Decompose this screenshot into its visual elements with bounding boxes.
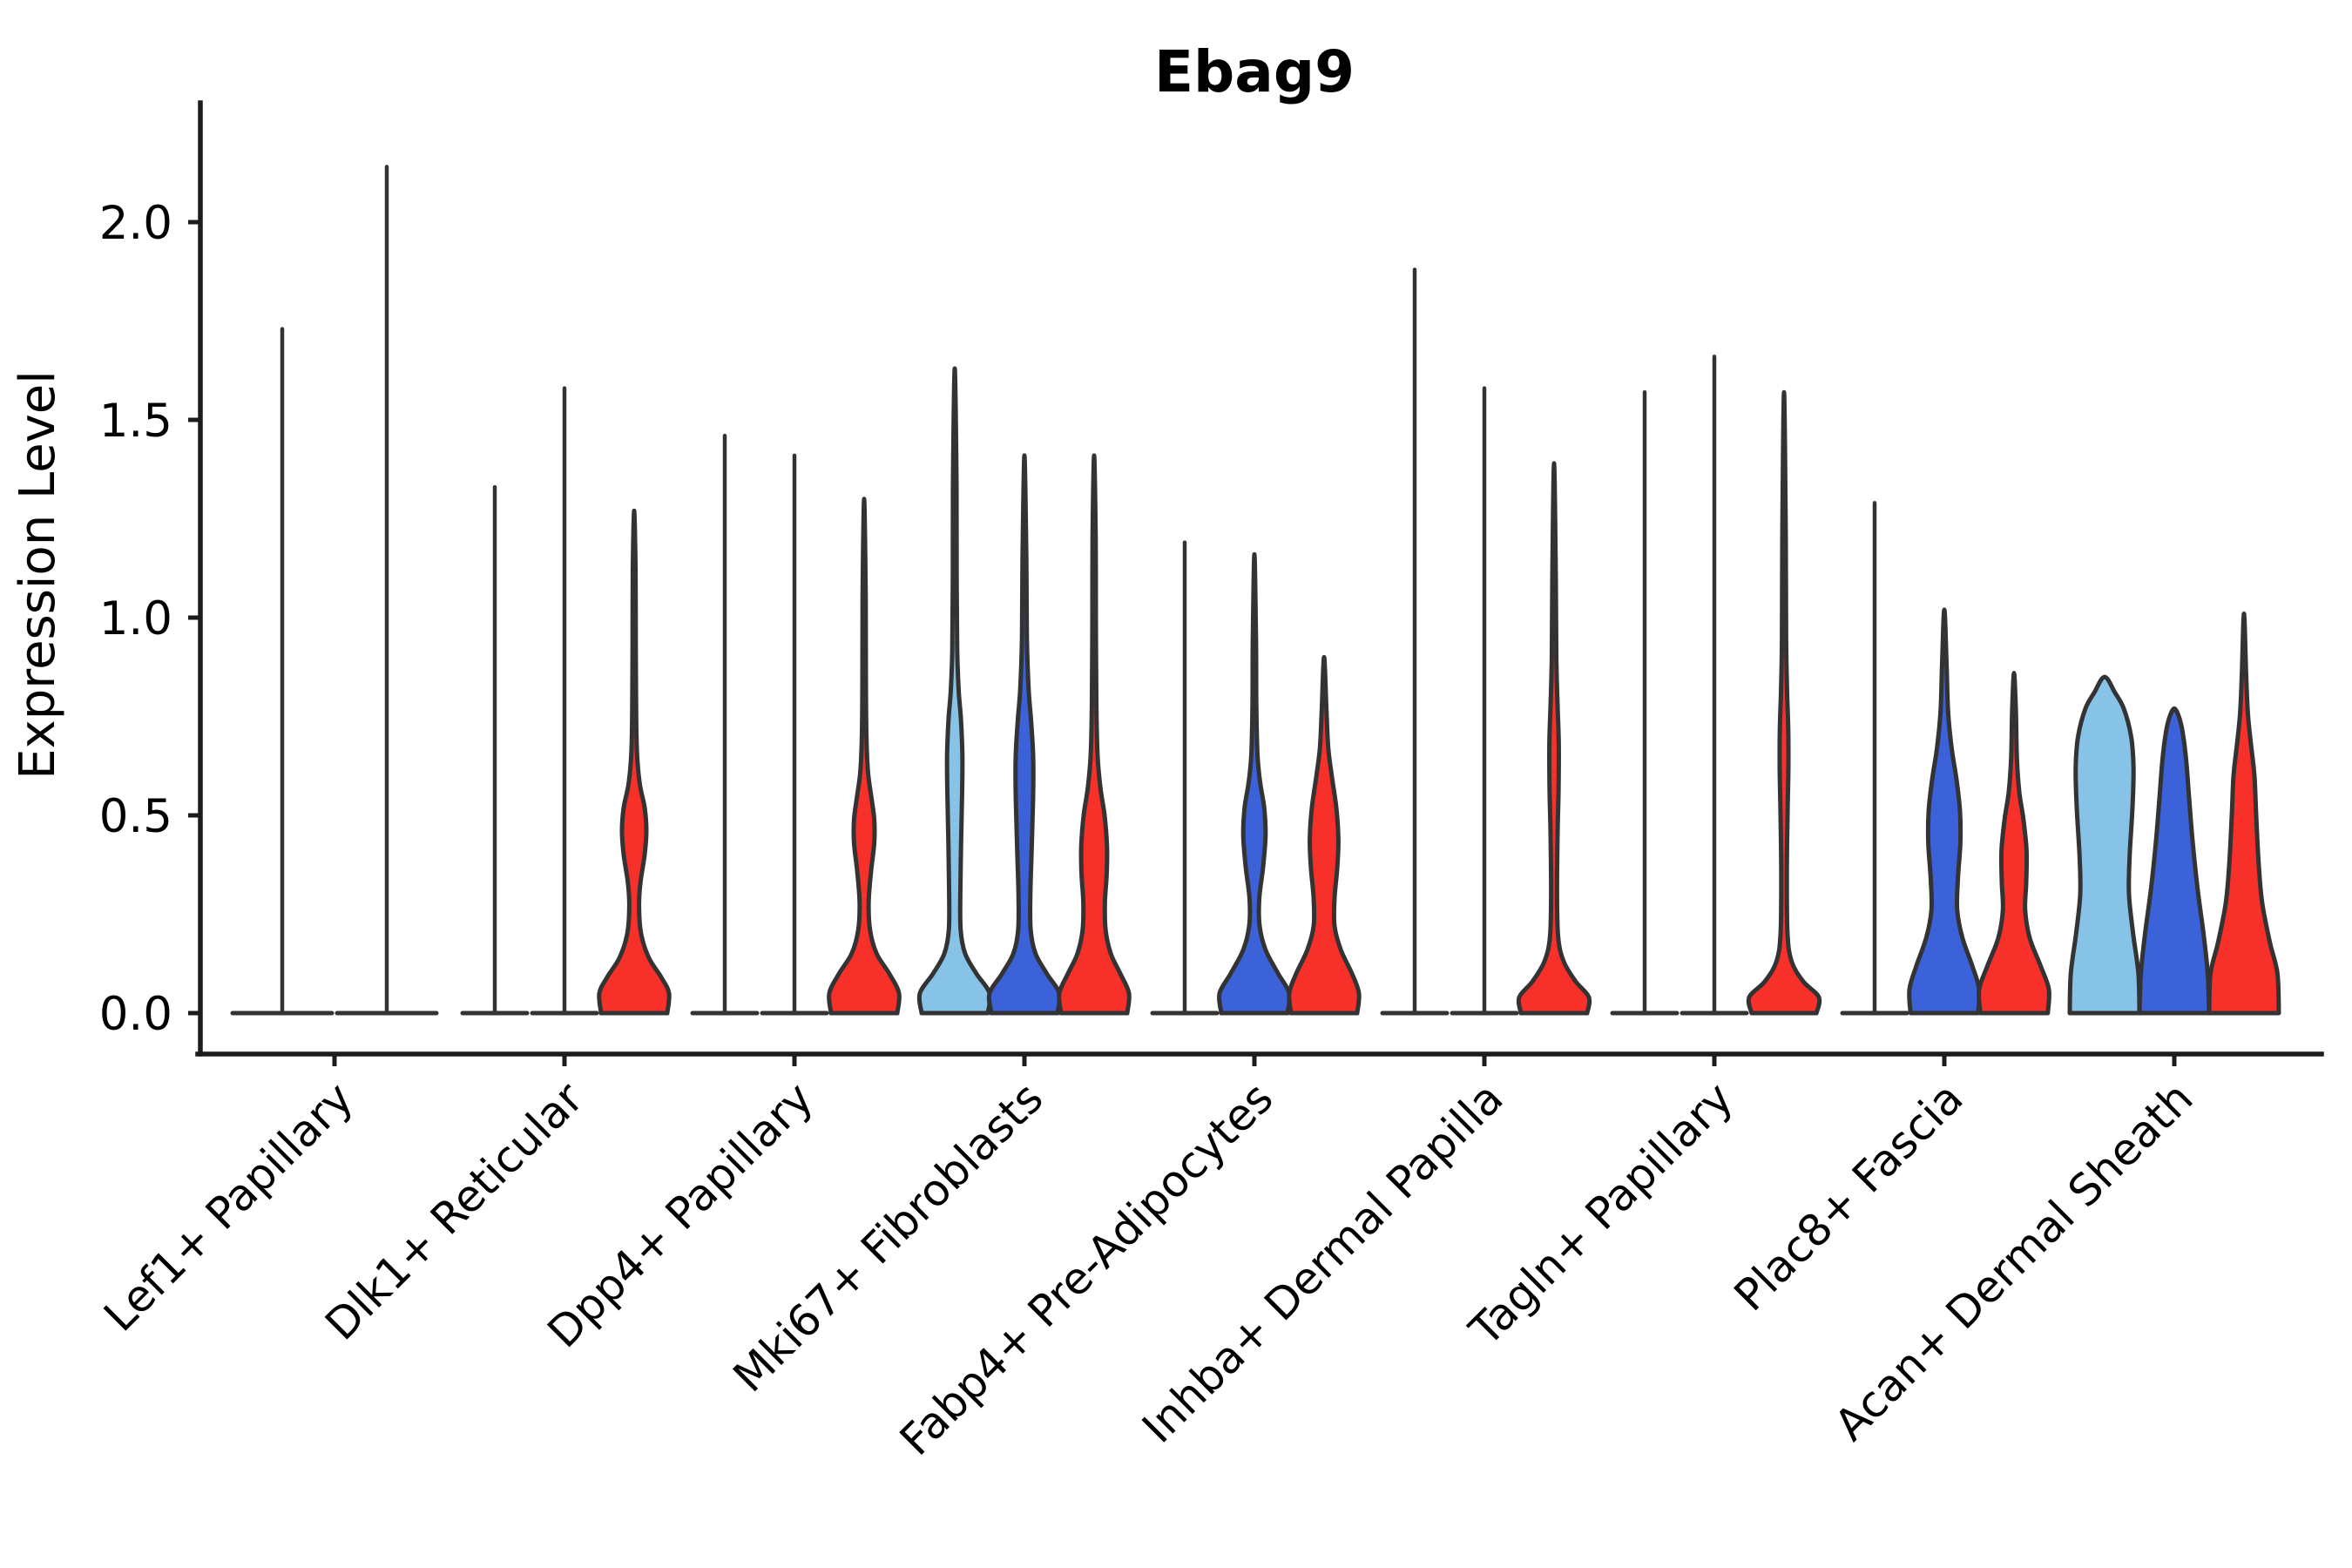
- violin-acan-dermal-sheath-3: [2207, 612, 2281, 1016]
- violin-mki67-fibroblasts-2: [986, 453, 1063, 1016]
- violins-layer: [230, 165, 2281, 1016]
- violin-fabp4-pre-adipocytes-3: [1287, 654, 1362, 1016]
- violin-acan-dermal-sheath-1: [2067, 674, 2142, 1016]
- violin-dlk1-reticular-3: [597, 508, 672, 1016]
- y-tick-label-2.0: 2.0: [99, 197, 172, 250]
- violin-dpp4-papillary-3: [827, 497, 902, 1016]
- violin-tagln-papillary-3: [1746, 389, 1822, 1016]
- violin-mki67-fibroblasts-3: [1057, 453, 1132, 1016]
- violin-plac8-fascia-3: [1977, 671, 2051, 1016]
- y-tick-label-1.5: 1.5: [99, 395, 172, 448]
- violin-plac8-fascia-2: [1907, 607, 1982, 1016]
- y-tick-label-0.0: 0.0: [99, 988, 172, 1041]
- y-tick-label-0.5: 0.5: [99, 790, 172, 843]
- violin-inhba-dermal-papilla-3: [1516, 461, 1592, 1016]
- violin-mki67-fibroblasts-1: [916, 366, 993, 1016]
- violin-fabp4-pre-adipocytes-2: [1217, 551, 1292, 1016]
- y-axis-label: Expression Level: [10, 370, 66, 780]
- y-tick-label-1.0: 1.0: [99, 592, 172, 645]
- violin-acan-dermal-sheath-2: [2137, 706, 2212, 1016]
- chart-title: Ebag9: [1154, 38, 1355, 105]
